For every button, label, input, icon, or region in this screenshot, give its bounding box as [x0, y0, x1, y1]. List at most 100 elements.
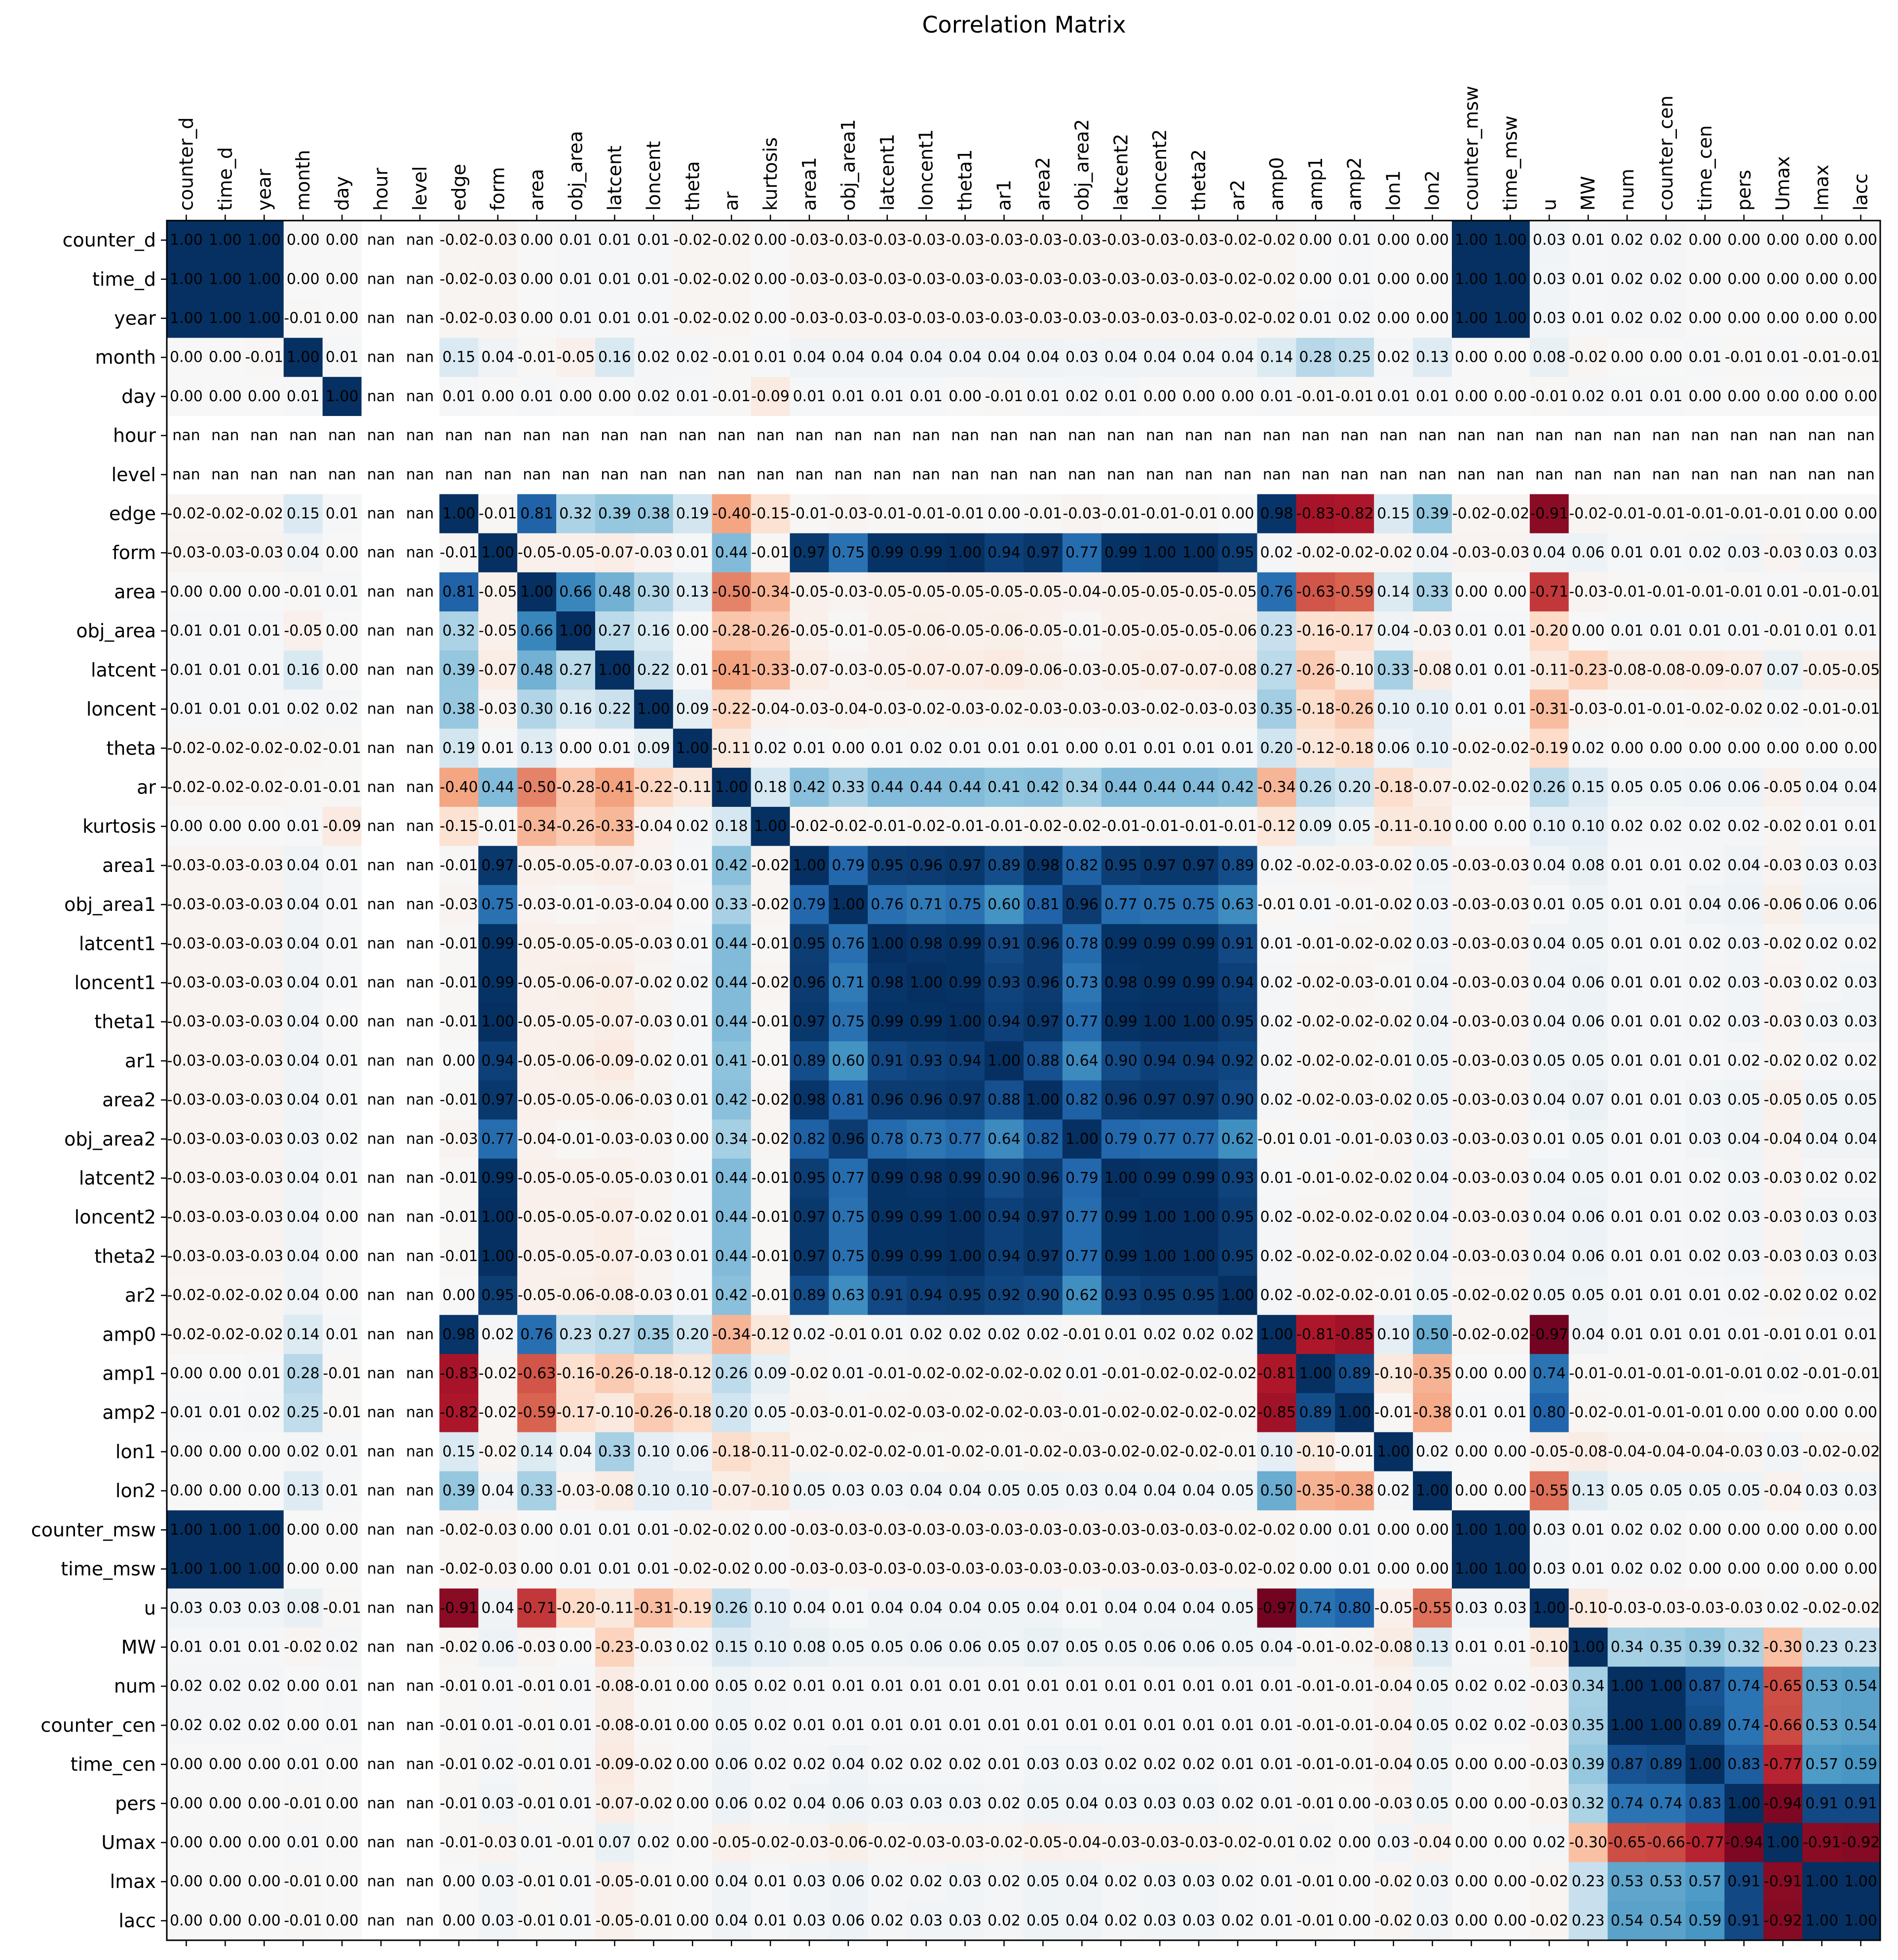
cell-value-counter_cen-hour: nan	[367, 1717, 395, 1734]
heatmap-cell-obj_area-amp1	[1296, 611, 1335, 651]
cell-value-month-area1: 0.04	[793, 349, 826, 366]
cell-value-amp1-MW: -0.01	[1569, 1365, 1607, 1382]
cell-value-ar2-kurtosis: -0.01	[751, 1287, 790, 1304]
cell-value-edge-ar2: 0.00	[1221, 505, 1254, 523]
cell-value-lon1-latcent1: -0.02	[868, 1443, 907, 1460]
cell-value-amp2-MW: -0.02	[1569, 1404, 1607, 1421]
cell-value-latcent-obj_area: 0.27	[559, 661, 592, 678]
heatmap-cell-obj_area-theta	[673, 611, 713, 651]
cell-value-ar2-counter_d: -0.02	[167, 1287, 206, 1304]
cell-value-lmax-theta: 0.00	[676, 1873, 709, 1890]
heatmap-cell-level-loncent2	[1140, 455, 1180, 495]
cell-value-day-theta2: 0.00	[1182, 388, 1215, 405]
cell-value-obj_area-u: -0.20	[1530, 622, 1568, 640]
cell-value-MW-time_cen: 0.39	[1689, 1638, 1722, 1656]
cell-value-lon2-time_d: 0.00	[209, 1482, 242, 1500]
heatmap-cell-month-theta2	[1179, 338, 1219, 377]
y-tick-label-lacc: lacc	[118, 1910, 156, 1931]
cell-value-theta1-theta2: 1.00	[1182, 1013, 1215, 1030]
cell-value-form-month: 0.04	[287, 544, 320, 562]
cell-value-area1-ar2: 0.89	[1221, 857, 1254, 874]
cell-value-time_d-counter_msw: 1.00	[1455, 270, 1488, 288]
heatmap-cell-month-obj_area	[556, 338, 596, 377]
cell-value-counter_cen-lmax: 0.53	[1805, 1717, 1838, 1734]
heatmap-cell-area-hour	[361, 572, 401, 612]
cell-value-amp1-loncent1: -0.02	[907, 1365, 946, 1382]
cell-value-form-latcent: -0.07	[596, 544, 634, 562]
cell-value-lacc-theta2: 0.03	[1182, 1912, 1215, 1929]
cell-value-lmax-hour: nan	[367, 1873, 395, 1890]
cell-value-theta-loncent2: 0.01	[1143, 740, 1177, 757]
heatmap-cell-obj_area-theta1	[946, 611, 985, 651]
cell-value-ar-counter_msw: -0.02	[1452, 779, 1491, 796]
cell-value-level-time_d: nan	[211, 466, 239, 483]
cell-value-amp0-lacc: 0.01	[1844, 1326, 1877, 1343]
cell-value-month-theta: 0.02	[676, 349, 709, 366]
heatmap-cell-level-edge	[439, 455, 479, 495]
heatmap-cell-year-latcent2	[1101, 299, 1141, 339]
heatmap-cell-latcent-lon1	[1374, 650, 1413, 690]
cell-value-lmax-loncent1: 0.02	[910, 1873, 943, 1890]
cell-value-lmax-area2: 0.05	[1026, 1873, 1060, 1890]
heatmap-cell-hour-Umax	[1763, 416, 1803, 455]
cell-value-lon1-amp0: 0.10	[1260, 1443, 1293, 1460]
heatmap-cell-level-time_cen	[1685, 455, 1725, 495]
cell-value-ar2-theta1: 0.95	[949, 1287, 982, 1304]
heatmap-cell-month-u	[1529, 338, 1569, 377]
heatmap-cell-time_d-edge	[439, 260, 479, 300]
cell-value-theta2-ar2: 0.95	[1221, 1247, 1254, 1265]
cell-value-amp1-loncent: -0.18	[635, 1365, 673, 1382]
heatmap-cell-edge-theta	[673, 494, 713, 534]
cell-value-amp2-year: 0.02	[248, 1404, 281, 1421]
heatmap-cell-hour-form	[478, 416, 518, 455]
cell-value-Umax-lmax: -0.91	[1803, 1834, 1841, 1851]
cell-value-ar1-lon1: -0.01	[1374, 1052, 1413, 1069]
heatmap-cell-month-latcent2	[1101, 338, 1141, 377]
cell-value-year-area: 0.00	[520, 310, 553, 327]
cell-value-loncent1-counter_msw: -0.03	[1452, 974, 1491, 991]
cell-value-ar1-latcent: -0.09	[596, 1052, 634, 1069]
heatmap-cell-day-counter_cen	[1646, 377, 1686, 416]
cell-value-lon2-counter_d: 0.00	[170, 1482, 203, 1500]
cell-value-month-lon2: 0.13	[1416, 349, 1449, 366]
cell-value-time_msw-obj_area1: -0.03	[829, 1560, 868, 1578]
cell-value-counter_d-amp2: 0.01	[1338, 231, 1371, 249]
cell-value-lmax-u: -0.02	[1530, 1873, 1568, 1890]
cell-value-ar-ar: 1.00	[715, 779, 748, 796]
cell-value-pers-lon2: 0.05	[1416, 1795, 1449, 1812]
cell-value-obj_area2-loncent2: 0.77	[1143, 1131, 1177, 1148]
cell-value-counter_msw-latcent1: -0.03	[868, 1521, 907, 1539]
heatmap-cell-loncent-lacc	[1841, 689, 1881, 729]
cell-value-lmax-lon2: 0.03	[1416, 1873, 1449, 1890]
cell-value-pers-ar: 0.06	[715, 1795, 748, 1812]
cell-value-ar1-theta: 0.01	[676, 1052, 709, 1069]
cell-value-area1-latcent: -0.07	[596, 857, 634, 874]
cell-value-MW-lmax: 0.23	[1805, 1638, 1838, 1656]
heatmap-cell-day-kurtosis	[751, 377, 791, 416]
cell-value-ar2-area: -0.05	[518, 1287, 556, 1304]
cell-value-loncent2-amp1: -0.02	[1296, 1208, 1335, 1226]
cell-value-area-loncent: 0.30	[637, 583, 670, 601]
cell-value-year-num: 0.02	[1611, 310, 1644, 327]
heatmap-cell-form-lacc	[1841, 533, 1881, 573]
heatmap-cell-form-obj_area1	[829, 533, 868, 573]
heatmap-cell-month-hour	[361, 338, 401, 377]
heatmap-cell-level-theta2	[1179, 455, 1219, 495]
cell-value-time_msw-loncent: 0.01	[637, 1560, 670, 1578]
cell-value-loncent2-area1: 0.97	[793, 1208, 826, 1226]
cell-value-u-form: 0.04	[481, 1599, 514, 1617]
cell-value-u-lon2: -0.55	[1413, 1599, 1452, 1617]
cell-value-ar-obj_area1: 0.33	[832, 779, 865, 796]
y-tick-label-kurtosis: kurtosis	[82, 816, 156, 837]
cell-value-loncent2-amp0: 0.02	[1260, 1208, 1293, 1226]
heatmap-cell-area-amp2	[1335, 572, 1374, 612]
cell-value-kurtosis-level: nan	[406, 818, 434, 835]
heatmap-cell-kurtosis-area1	[790, 807, 830, 846]
cell-value-latcent2-lon2: 0.04	[1416, 1169, 1449, 1187]
heatmap-cell-loncent-month	[283, 689, 323, 729]
cell-value-month-time_cen: 0.01	[1689, 349, 1722, 366]
cell-value-theta1-amp2: -0.02	[1335, 1013, 1374, 1030]
cell-value-theta-counter_d: -0.02	[167, 740, 206, 757]
cell-value-latcent2-latcent: -0.05	[596, 1169, 634, 1187]
cell-value-loncent1-amp1: -0.02	[1296, 974, 1335, 991]
